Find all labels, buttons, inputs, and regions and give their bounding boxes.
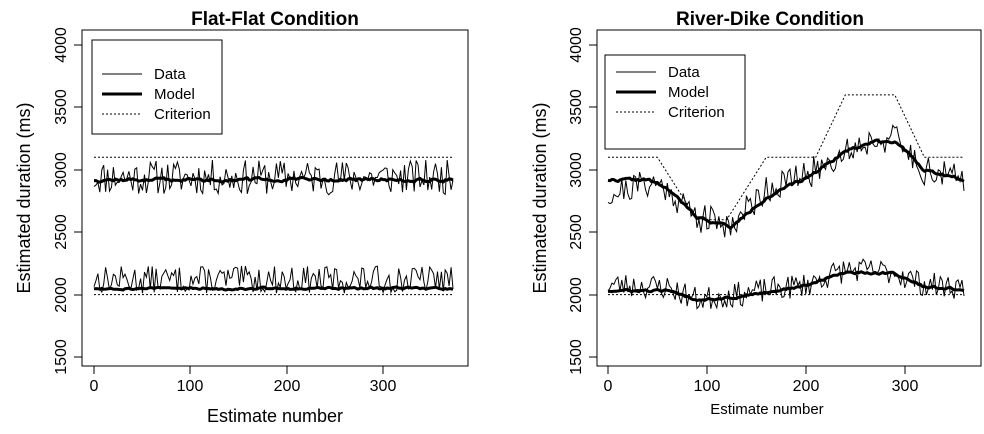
plot-frame bbox=[81, 29, 469, 367]
y-tick-label: 2000 bbox=[53, 277, 70, 313]
y-tick-label: 3500 bbox=[53, 89, 70, 125]
series-model-upper-line bbox=[607, 138, 965, 230]
series-criterion-upper-line bbox=[608, 94, 964, 221]
legend-label-criterion: Criterion bbox=[154, 106, 211, 123]
series-model-lower-line bbox=[93, 285, 454, 292]
y-tick-label: 4000 bbox=[568, 27, 585, 63]
y-tick-label: 2000 bbox=[568, 277, 585, 313]
legend-label-model: Model bbox=[668, 84, 709, 101]
x-tick-label: 300 bbox=[370, 378, 397, 395]
y-tick-label: 2500 bbox=[53, 214, 70, 250]
chart-title: Flat-Flat Condition bbox=[191, 9, 359, 30]
y-tick-label: 4000 bbox=[53, 27, 70, 63]
legend: Data Model Criterion bbox=[604, 54, 746, 150]
x-axis: 0 100 200 300 bbox=[90, 366, 397, 395]
legend-box bbox=[604, 54, 746, 150]
y-axis: 1500 2000 2500 3000 3500 4000 bbox=[568, 27, 597, 375]
legend-label-model: Model bbox=[154, 86, 195, 103]
y-tick-label: 1500 bbox=[53, 339, 70, 375]
series-group bbox=[93, 156, 454, 296]
x-tick-label: 200 bbox=[274, 378, 301, 395]
y-tick-label: 3000 bbox=[568, 152, 585, 188]
x-tick-label: 200 bbox=[793, 378, 820, 395]
x-axis-label: Estimate number bbox=[710, 401, 823, 418]
series-data-upper-line bbox=[93, 159, 454, 196]
y-axis-label: Estimated duration (ms) bbox=[530, 102, 550, 293]
chart-title: River-Dike Condition bbox=[676, 9, 864, 30]
y-axis: 1500 2000 2500 3000 3500 4000 bbox=[53, 27, 82, 375]
y-tick-label: 1500 bbox=[568, 339, 585, 375]
series-model-lower-line bbox=[607, 270, 965, 303]
x-axis: 0 100 200 300 bbox=[604, 366, 919, 395]
legend-box bbox=[91, 39, 223, 135]
series-model-upper-line bbox=[94, 175, 454, 184]
legend-label-data: Data bbox=[668, 64, 700, 81]
series-data-lower-line bbox=[607, 258, 965, 310]
series-group bbox=[607, 94, 965, 310]
legend: Data Model Criterion bbox=[91, 39, 223, 135]
x-tick-label: 100 bbox=[694, 378, 721, 395]
x-tick-label: 100 bbox=[177, 378, 204, 395]
panel-river-dike: River-Dike Condition 0 100 200 300 Estim… bbox=[530, 9, 982, 418]
x-tick-label: 0 bbox=[90, 378, 99, 395]
y-tick-label: 3500 bbox=[568, 89, 585, 125]
x-axis-label: Estimate number bbox=[207, 406, 343, 426]
y-tick-label: 3000 bbox=[53, 152, 70, 188]
legend-label-criterion: Criterion bbox=[668, 104, 725, 121]
x-tick-label: 0 bbox=[604, 378, 613, 395]
legend-label-data: Data bbox=[154, 66, 186, 83]
x-tick-label: 300 bbox=[892, 378, 919, 395]
y-axis-label: Estimated duration (ms) bbox=[14, 102, 34, 293]
y-tick-label: 2500 bbox=[568, 214, 585, 250]
panel-flat-flat: Flat-Flat Condition 0 100 200 300 Estima… bbox=[14, 9, 469, 426]
plot-frame bbox=[596, 29, 982, 367]
